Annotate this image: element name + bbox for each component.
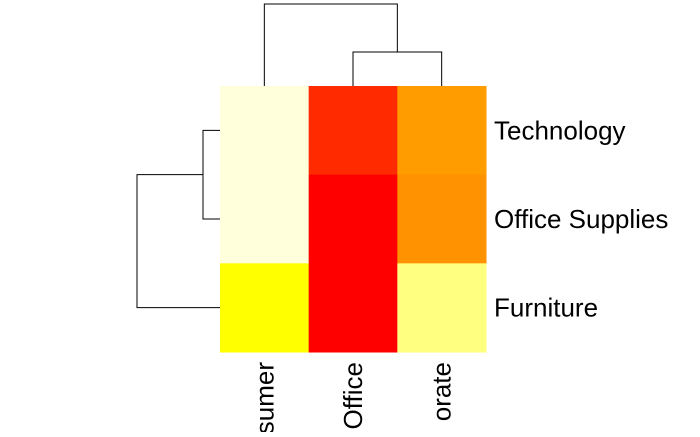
column-label: sumer bbox=[249, 362, 279, 432]
heatmap-cell bbox=[308, 263, 398, 353]
heatmap-cell bbox=[308, 86, 398, 176]
column-labels: sumer Office orate bbox=[249, 362, 457, 435]
heatmap-cell bbox=[397, 86, 487, 176]
row-label: Office Supplies bbox=[494, 204, 668, 234]
heatmap-cell bbox=[220, 263, 310, 353]
heatmap-cell bbox=[397, 263, 487, 353]
column-label: orate bbox=[427, 362, 457, 421]
row-dendrogram bbox=[136, 129, 220, 309]
heatmap-cell bbox=[397, 174, 487, 264]
heatmap-cell bbox=[220, 86, 310, 176]
heatmap-cells bbox=[220, 86, 487, 353]
row-label: Furniture bbox=[494, 293, 598, 323]
dendrogram-branch bbox=[352, 51, 443, 86]
dendrogram-branch bbox=[263, 3, 398, 86]
row-label: Technology bbox=[494, 115, 626, 145]
heatmap-cell bbox=[220, 174, 310, 264]
dendrogram-branch bbox=[136, 174, 220, 309]
dendrogram-branch bbox=[202, 129, 220, 220]
column-label: Office bbox=[338, 362, 368, 429]
heatmap-cell bbox=[308, 174, 398, 264]
column-dendrogram bbox=[263, 3, 443, 86]
row-labels: Technology Office Supplies Furniture bbox=[494, 115, 668, 322]
